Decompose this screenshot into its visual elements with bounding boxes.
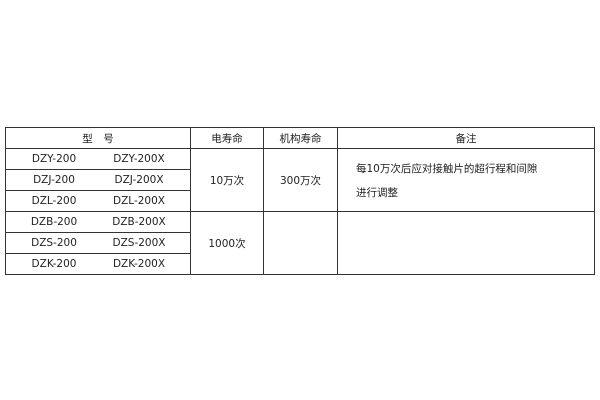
model-a: DZS-200 xyxy=(31,237,77,249)
model-a: DZY-200 xyxy=(31,153,77,165)
header-model: 型 号 xyxy=(5,127,191,149)
table-row: DZK-200 DZK-200X xyxy=(5,253,595,275)
model-b: DZL-200X xyxy=(113,195,165,207)
model-b: DZB-200X xyxy=(112,216,166,228)
electrical-life-cell: 10万次 xyxy=(190,148,264,212)
model-cell: DZL-200 DZL-200X xyxy=(5,190,191,212)
mechanical-life-cell: 300万次 xyxy=(263,148,338,212)
spec-table: 型 号 电寿命 机构寿命 备注 DZY-200 DZY-200X 10万次 300… xyxy=(5,127,595,275)
remarks-line: 进行调整 xyxy=(356,187,398,199)
model-b: DZJ-200X xyxy=(114,174,164,186)
model-a: DZB-200 xyxy=(30,216,78,228)
remarks-cell: 每10万次后应对接触片的超行程和间隙 进行调整 xyxy=(337,148,595,212)
model-a: DZL-200 xyxy=(31,195,77,207)
model-cell: DZJ-200 DZJ-200X xyxy=(5,169,191,191)
model-cell: DZY-200 DZY-200X xyxy=(5,148,191,170)
model-b: DZS-200X xyxy=(112,237,166,249)
header-row: 型 号 电寿命 机构寿命 备注 xyxy=(5,127,595,149)
remarks-cell xyxy=(337,211,595,275)
model-cell: DZS-200 DZS-200X xyxy=(5,232,191,254)
header-electrical-life: 电寿命 xyxy=(190,127,264,149)
header-remarks: 备注 xyxy=(337,127,595,149)
model-cell: DZK-200 DZK-200X xyxy=(5,253,191,275)
model-a: DZJ-200 xyxy=(33,174,75,186)
electrical-life-cell: 1000次 xyxy=(190,211,264,275)
model-cell: DZB-200 DZB-200X xyxy=(5,211,191,233)
header-mechanical-life: 机构寿命 xyxy=(263,127,338,149)
table-row: DZL-200 DZL-200X xyxy=(5,190,595,212)
table-row: DZB-200 DZB-200X 1000次 xyxy=(5,211,595,275)
mechanical-life-cell xyxy=(263,211,338,275)
model-b: DZK-200X xyxy=(112,258,166,270)
remarks-line: 每10万次后应对接触片的超行程和间隙 xyxy=(356,163,538,175)
model-b: DZY-200X xyxy=(113,153,165,165)
table-row: DZY-200 DZY-200X 10万次 300万次 每10万次后应对接触片的超… xyxy=(5,148,595,212)
model-a: DZK-200 xyxy=(31,258,77,270)
